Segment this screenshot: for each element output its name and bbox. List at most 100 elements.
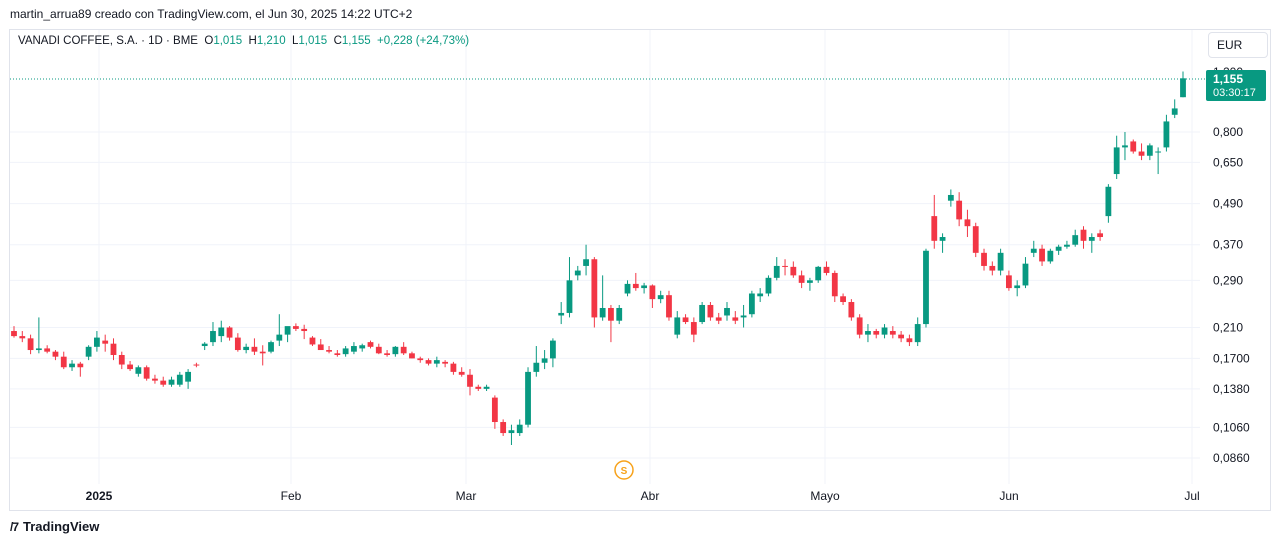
candle-body: [276, 334, 283, 341]
candle: [1005, 270, 1012, 291]
time-axis: 2025 Feb Mar Abr Mayo Jun Jul S: [86, 460, 1200, 503]
candle: [1163, 114, 1170, 152]
candle: [1080, 226, 1087, 249]
candle: [748, 290, 755, 318]
candle-body: [682, 317, 689, 323]
candle-body: [152, 378, 158, 381]
candle: [541, 350, 548, 370]
candle: [831, 270, 838, 303]
candle: [102, 334, 109, 352]
candle-body: [1180, 78, 1186, 98]
candle-body: [583, 259, 589, 266]
candle-body: [1055, 246, 1062, 251]
candle-body: [508, 430, 515, 434]
candle: [906, 334, 913, 347]
candle-body: [326, 350, 332, 352]
candle: [1180, 71, 1186, 98]
candle: [491, 395, 498, 429]
chart-grid: [10, 30, 1205, 484]
candle: [690, 317, 697, 343]
candle: [1014, 280, 1021, 297]
candle: [218, 320, 225, 343]
candle-body: [77, 363, 84, 368]
candle: [790, 261, 797, 278]
candle-body: [1138, 151, 1145, 156]
candle: [301, 324, 308, 340]
candle: [583, 244, 589, 276]
price-tick-label: 0,490: [1213, 197, 1243, 211]
candle-body: [815, 266, 822, 281]
candle-body: [865, 331, 871, 335]
candle-body: [234, 337, 241, 351]
candle-body: [881, 327, 888, 335]
candle: [110, 338, 117, 361]
candle: [1138, 143, 1145, 161]
candle: [201, 342, 208, 351]
candle: [865, 324, 871, 343]
time-tick-label: Jun: [999, 489, 1018, 503]
candle-body: [574, 270, 581, 276]
candle: [176, 371, 183, 387]
candle: [566, 257, 573, 318]
candle: [856, 314, 863, 339]
candle-body: [475, 386, 482, 389]
candle-body: [657, 295, 664, 300]
candle: [94, 331, 100, 352]
candle-body: [1072, 235, 1079, 245]
candle-body: [284, 326, 291, 335]
candle: [409, 351, 415, 359]
candle: [881, 324, 888, 339]
candle: [840, 293, 846, 305]
candle: [458, 367, 465, 377]
candle-body: [773, 265, 780, 278]
candle-body: [923, 250, 929, 325]
candle: [1022, 257, 1029, 289]
candle: [549, 338, 556, 368]
candle: [715, 312, 722, 325]
candle: [44, 345, 51, 354]
candle-body: [757, 293, 764, 297]
candle-body: [450, 363, 457, 372]
candle-body: [425, 360, 432, 364]
candle: [367, 340, 374, 349]
candle: [724, 302, 730, 321]
candle: [989, 261, 996, 276]
candle: [889, 326, 896, 339]
last-price-box: [1206, 70, 1266, 101]
candle-body: [143, 367, 150, 379]
candle-body: [1014, 285, 1021, 289]
candle: [185, 369, 192, 389]
candle-body: [94, 337, 100, 347]
price-tick-label: 0,370: [1213, 238, 1243, 252]
candle-body: [608, 307, 614, 321]
candle: [77, 361, 84, 377]
candle-body: [210, 331, 216, 343]
candle: [773, 257, 780, 281]
candle-body: [243, 346, 250, 351]
candle-body: [566, 280, 573, 313]
last-price-value: 1,155: [1213, 72, 1243, 86]
candle: [533, 346, 540, 377]
candle: [1171, 99, 1178, 119]
candle: [1039, 244, 1045, 266]
candle-body: [359, 345, 366, 349]
candle-body: [666, 295, 672, 318]
candle: [616, 304, 623, 325]
candle-body: [807, 280, 813, 283]
candle-body: [1163, 121, 1170, 148]
candle-body: [1080, 229, 1087, 241]
close-value: 1,155: [341, 35, 371, 47]
candle: [226, 326, 233, 341]
currency-selector[interactable]: EUR: [1208, 32, 1268, 58]
candle: [118, 351, 125, 370]
candle-body: [193, 364, 200, 366]
candle: [1055, 244, 1062, 255]
candle-body: [740, 315, 747, 318]
candle: [1064, 240, 1070, 249]
symbol-name: VANADI COFFEE, S.A. · 1D · BME: [18, 35, 198, 47]
candle: [956, 192, 963, 227]
candle: [682, 314, 689, 325]
candle: [342, 346, 349, 357]
candle-body: [765, 277, 772, 294]
